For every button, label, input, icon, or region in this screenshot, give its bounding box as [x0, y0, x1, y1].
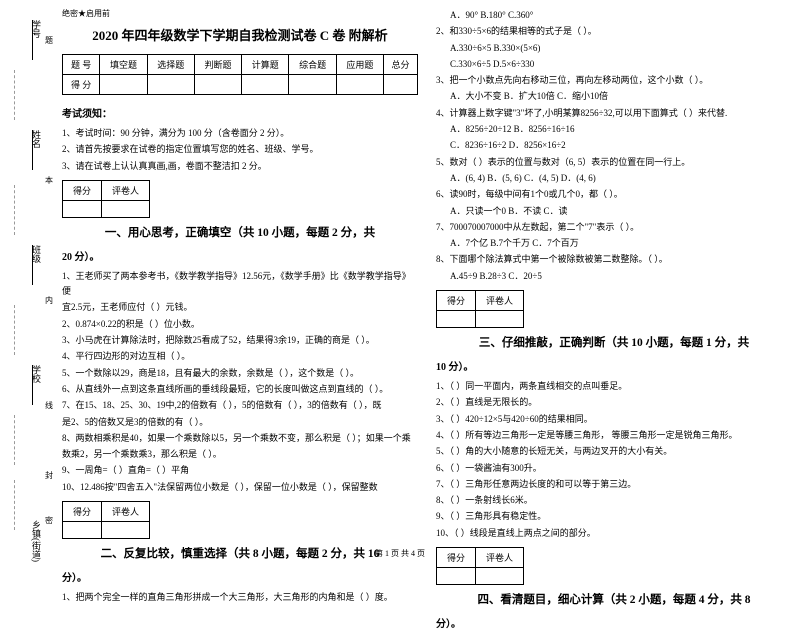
q: 9、（ ）三角形具有稳定性。 — [436, 509, 792, 524]
q: 5、数对（ ）表示的位置与数对（6, 5）表示的位置在同一行上。 — [436, 155, 792, 170]
q: 1、王老师买了两本参考书，《数学教学指导》12.56元，《数学手册》比《数学教学… — [62, 269, 418, 300]
q: 7、700070007000中从左数起，第二个"7"表示（ ）。 — [436, 220, 792, 235]
sb: 评卷人 — [102, 502, 150, 522]
td — [289, 75, 336, 95]
q: 宜2.5元，王老师应付（ ）元钱。 — [62, 300, 418, 315]
td — [384, 75, 418, 95]
th: 计算题 — [242, 55, 289, 75]
q: 2、0.874×0.22的积是（ ）位小数。 — [62, 317, 418, 332]
q: 4、计算器上数字键"3"坏了,小明某算8256÷32,可以用下面算式（ ）来代替… — [436, 106, 792, 121]
opt: C.330×6÷5 D.5×6÷330 — [436, 57, 792, 72]
right-column: A．90° B.180° C.360° 2、和330÷5×6的结果相等的式子是（… — [436, 8, 792, 636]
notice-heading: 考试须知： — [62, 105, 418, 120]
q: 9、一周角=（ ）直角=（ ）平角 — [62, 463, 418, 478]
q: 2、（ ）直线是无限长的。 — [436, 395, 792, 410]
gutter-dot: 线 — [45, 400, 53, 411]
sb: 得分 — [63, 180, 102, 200]
section-scorebox: 得分评卷人 — [62, 501, 150, 539]
sb: 评卷人 — [476, 291, 524, 311]
td — [194, 75, 241, 95]
q: 6、（ ）一袋酱油有300升。 — [436, 461, 792, 476]
section4-points: 分）。 — [436, 615, 792, 630]
q: 10、12.486按"四舍五入"法保留两位小数是（ ），保留一位小数是（ ），保… — [62, 480, 418, 495]
q: 4、（ ）所有等边三角形一定是等腰三角形， 等腰三角形一定是锐角三角形。 — [436, 428, 792, 443]
notice-item: 1、考试时间：90 分钟，满分为 100 分（含卷面分 2 分）。 — [62, 126, 418, 141]
q: 5、（ ）角的大小随意的长短无关，与两边叉开的大小有关。 — [436, 444, 792, 459]
q: 是2、5的倍数又是3的倍数的有（ ）。 — [62, 415, 418, 430]
q: 6、读90时，每级中间有1个0或几个0，都（ ）。 — [436, 187, 792, 202]
section-scorebox: 得分评卷人 — [62, 180, 150, 218]
q: 3、（ ）420÷12×5与420÷60的结果相同。 — [436, 412, 792, 427]
q: 7、（ ）三角形任意两边长度的和可以等于第三边。 — [436, 477, 792, 492]
opt: A．90° B.180° C.360° — [436, 8, 792, 23]
section3-heading: 三、仔细推敲，正确判断（共 10 小题，每题 1 分，共 — [436, 334, 792, 350]
td — [147, 75, 194, 95]
opt: A．8256÷20÷12 B．8256÷16÷16 — [436, 122, 792, 137]
q: 6、从直线外一点到这条直线所画的垂线段最短，它的长度叫做这点到直线的（ ）。 — [62, 382, 418, 397]
q: 2、和330÷5×6的结果相等的式子是（ ）。 — [436, 24, 792, 39]
gutter-dot: 题 — [45, 35, 53, 46]
gutter-dot: 内 — [45, 295, 53, 306]
q: 1、（ ）同一平面内，两条直线相交的点叫垂足。 — [436, 379, 792, 394]
opt: A.330÷6×5 B.330×(5×6) — [436, 41, 792, 56]
th: 判断题 — [194, 55, 241, 75]
opt: A．7个亿 B.7个千万 C．7个百万 — [436, 236, 792, 251]
page-footer: 第 1 页 共 4 页 — [0, 548, 800, 559]
notice-item: 3、请在试卷上认认真真画,画，卷面不整洁扣 2 分。 — [62, 159, 418, 174]
binding-gutter: 学号 题 姓名 本 班级 内 学校 线 封 乡镇(街道) 密 — [0, 0, 60, 565]
gutter-dot: 本 — [45, 175, 53, 186]
exam-title: 2020 年四年级数学下学期自我检测试卷 C 卷 附解析 — [62, 25, 418, 44]
q: 3、把一个小数点先向右移动三位，再向左移动两位，这个小数（ ）。 — [436, 73, 792, 88]
q: 8、下面哪个除法算式中第一个被除数被第二数整除。（ ）。 — [436, 252, 792, 267]
q: 5、一个数除以29，商是18，且有最大的余数，余数是（ ），这个数是（ ）。 — [62, 366, 418, 381]
q: 3、小马虎在计算除法时，把除数25看成了52，结果得3余19，正确的商是（ ）。 — [62, 333, 418, 348]
td: 得 分 — [63, 75, 100, 95]
td — [242, 75, 289, 95]
q: 7、在15、18、25、30、19中,2的倍数有（ ），5的倍数有（ ），3的倍… — [62, 398, 418, 413]
sb: 评卷人 — [102, 180, 150, 200]
opt: C．8236÷16÷2 D．8256×16÷2 — [436, 138, 792, 153]
section1-heading: 一、用心思考，正确填空（共 10 小题，每题 2 分，共 — [62, 224, 418, 240]
notice-item: 2、请首先按要求在试卷的指定位置填写您的姓名、班级、学号。 — [62, 142, 418, 157]
gutter-dot: 封 — [45, 470, 53, 481]
opt: A．(6, 4) B．(5, 6) C．(4, 5) D．(4, 6) — [436, 171, 792, 186]
left-column: 绝密★启用前 2020 年四年级数学下学期自我检测试卷 C 卷 附解析 题 号 … — [62, 8, 418, 636]
section2-points: 分）。 — [62, 569, 418, 584]
q: 8、（ ）一条射线长6米。 — [436, 493, 792, 508]
page-content: 绝密★启用前 2020 年四年级数学下学期自我检测试卷 C 卷 附解析 题 号 … — [62, 8, 792, 636]
th: 选择题 — [147, 55, 194, 75]
q: 10、（ ）线段是直线上两点之间的部分。 — [436, 526, 792, 541]
section1-points: 20 分）。 — [62, 248, 418, 263]
opt: A.45÷9 B.28÷3 C．20÷5 — [436, 269, 792, 284]
th: 总分 — [384, 55, 418, 75]
th: 应用题 — [336, 55, 383, 75]
opt: A．只读一个0 B．不读 C．读 — [436, 204, 792, 219]
q: 8、两数相乘积是40，如果一个乘数除以5，另一个乘数不变，那么积是（ ）；如果一… — [62, 431, 418, 446]
td — [336, 75, 383, 95]
score-summary-table: 题 号 填空题 选择题 判断题 计算题 综合题 应用题 总分 得 分 — [62, 54, 418, 95]
gutter-dot: 密 — [45, 515, 53, 526]
q: 4、平行四边形的对边互相（ ）。 — [62, 349, 418, 364]
section-scorebox: 得分评卷人 — [436, 290, 524, 328]
section4-heading: 四、看清题目，细心计算（共 2 小题，每题 4 分，共 8 — [436, 591, 792, 607]
th: 综合题 — [289, 55, 336, 75]
q: 1、把两个完全一样的直角三角形拼成一个大三角形，大三角形的内角和是（ ）度。 — [62, 590, 418, 605]
sb: 得分 — [63, 502, 102, 522]
th: 填空题 — [100, 55, 147, 75]
th: 题 号 — [63, 55, 100, 75]
td — [100, 75, 147, 95]
confidential-header: 绝密★启用前 — [62, 8, 418, 19]
section3-points: 10 分）。 — [436, 358, 792, 373]
opt: A．大小不变 B．扩大10倍 C．缩小10倍 — [436, 89, 792, 104]
q: 数乘2，另一个乘数乘3，那么积是（ ）。 — [62, 447, 418, 462]
sb: 得分 — [437, 291, 476, 311]
